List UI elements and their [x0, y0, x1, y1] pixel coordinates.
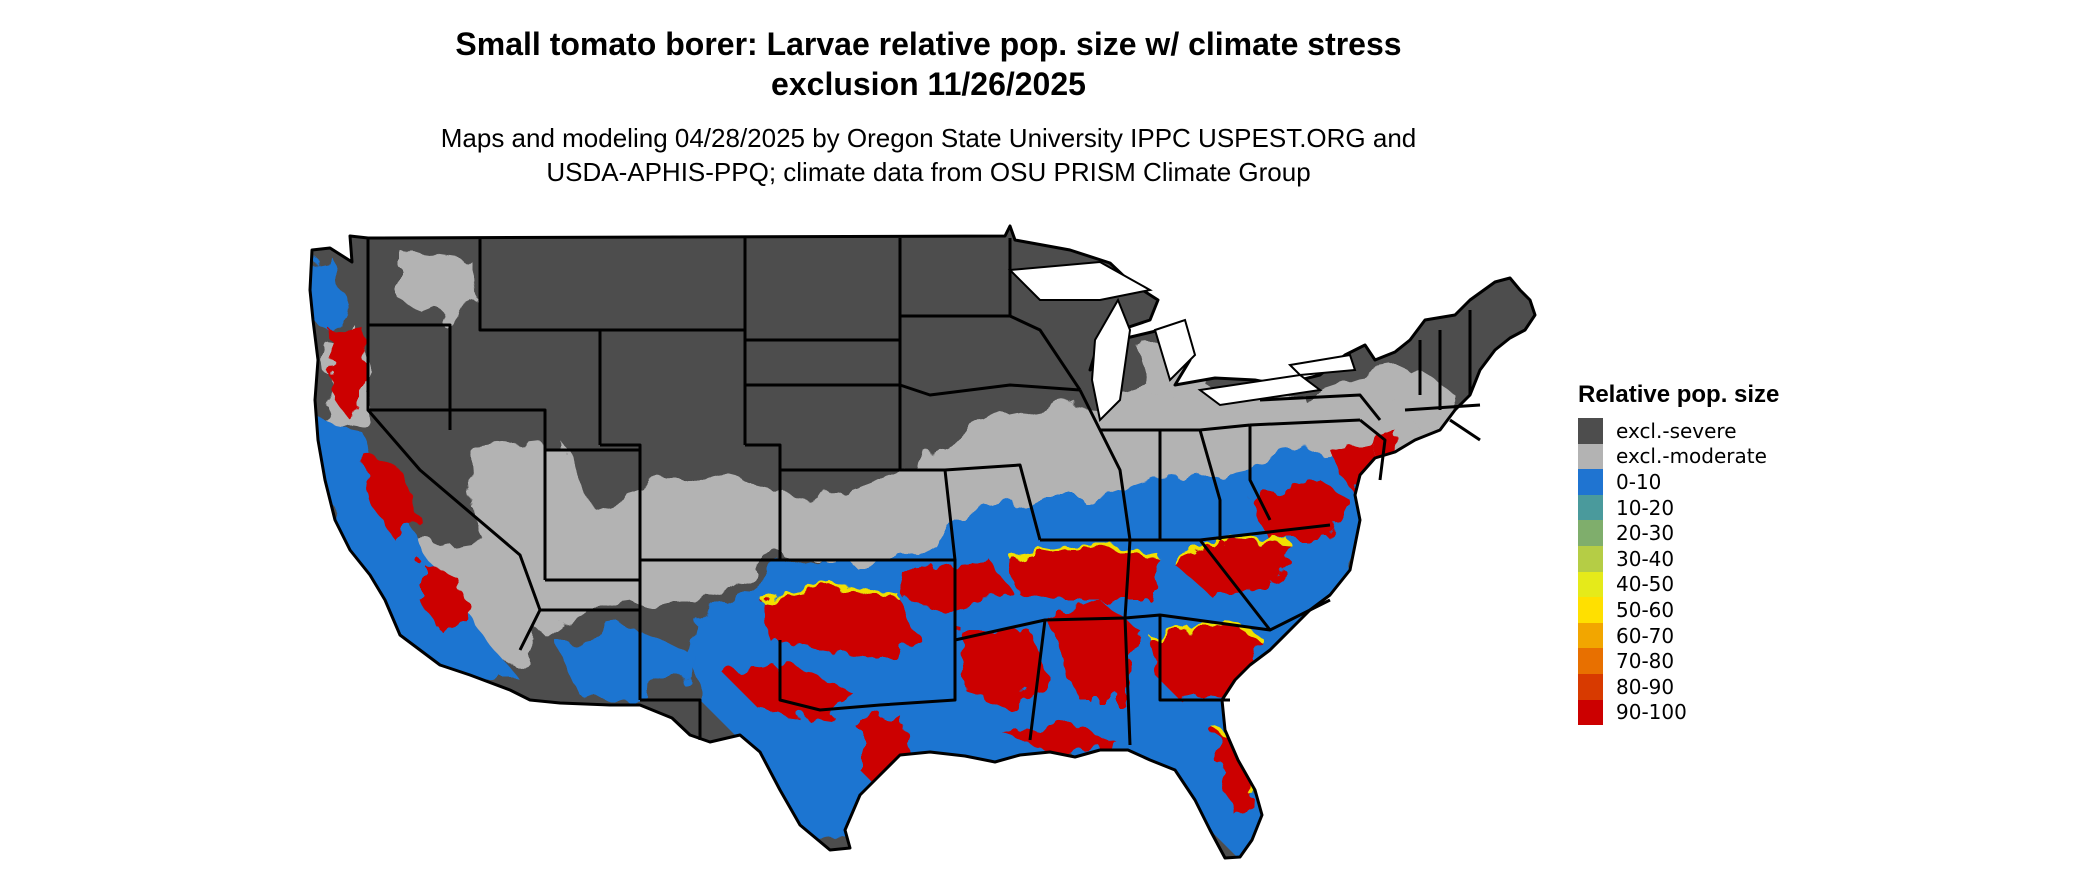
legend-label: 60-70 — [1616, 623, 1675, 648]
legend-title: Relative pop. size — [1578, 381, 1780, 408]
legend-swatch — [1578, 520, 1603, 546]
us-map — [300, 222, 1550, 892]
map-title-line-1: Small tomato borer: Larvae relative pop.… — [455, 26, 1402, 62]
legend-item: 40-50 — [1578, 571, 1779, 598]
map-fill-layer — [310, 226, 1535, 858]
legend-label: 30-40 — [1616, 546, 1675, 571]
legend-label: 50-60 — [1616, 597, 1675, 622]
legend-item: 0-10 — [1578, 469, 1779, 495]
legend-label: 40-50 — [1616, 572, 1675, 597]
legend-swatch — [1578, 699, 1603, 726]
state-borders — [308, 224, 1537, 860]
legend-item: 70-80 — [1578, 648, 1779, 674]
legend-swatch — [1578, 418, 1603, 444]
legend-item: 50-60 — [1578, 597, 1779, 623]
legend-swatch — [1578, 469, 1603, 495]
map-subtitle-line-2: USDA-APHIS-PPQ; climate data from OSU PR… — [546, 157, 1311, 187]
great-lakes — [1007, 260, 1357, 423]
legend-label: 80-90 — [1616, 674, 1675, 699]
legend-swatch — [1578, 673, 1603, 700]
us-map-svg — [308, 224, 1537, 860]
legend-item: 80-90 — [1578, 673, 1779, 700]
legend-swatch — [1578, 622, 1603, 649]
legend-item: 60-70 — [1578, 622, 1779, 649]
legend-swatch — [1578, 494, 1603, 521]
legend-swatch — [1578, 545, 1603, 572]
map-title-line-2: exclusion 11/26/2025 — [771, 66, 1086, 102]
legend-item: 90-100 — [1578, 699, 1779, 726]
map-subtitle-line-1: Maps and modeling 04/28/2025 by Oregon S… — [440, 123, 1417, 153]
legend-swatch — [1578, 571, 1603, 598]
legend-item: 20-30 — [1578, 520, 1779, 546]
legend-item: 10-20 — [1578, 494, 1779, 521]
legend-swatch — [1578, 597, 1603, 623]
legend-item: excl.-moderate — [1578, 443, 1779, 470]
legend-label: 70-80 — [1616, 649, 1675, 674]
legend-swatch — [1578, 443, 1603, 470]
legend-item: 30-40 — [1578, 545, 1779, 572]
legend: Relative pop. size excl.-severe excl.-mod… — [1578, 380, 1780, 726]
legend-items: excl.-severe excl.-moderate 0-10 10-20 20-30… — [1578, 418, 1779, 726]
legend-label: 20-30 — [1616, 521, 1675, 546]
legend-label: excl.-moderate — [1616, 444, 1767, 469]
legend-label: 0-10 — [1616, 469, 1662, 494]
legend-label: 10-20 — [1616, 495, 1675, 520]
legend-item: excl.-severe — [1578, 418, 1779, 444]
legend-label: excl.-severe — [1616, 418, 1737, 443]
map-title: Small tomato borer: Larvae relative pop.… — [0, 24, 1857, 104]
legend-label: 90-100 — [1616, 700, 1687, 725]
map-subtitle: Maps and modeling 04/28/2025 by Oregon S… — [0, 121, 1857, 189]
legend-swatch — [1578, 648, 1603, 674]
